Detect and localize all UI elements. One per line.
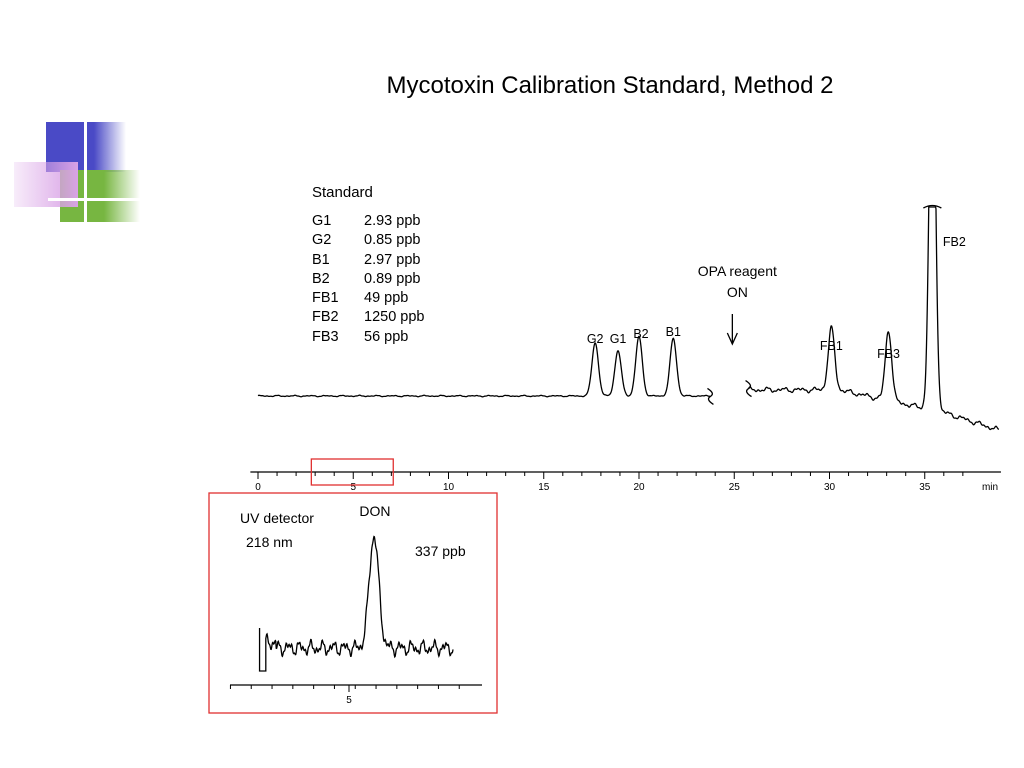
reagent-arrow-head xyxy=(726,332,738,346)
x-tick-label: 10 xyxy=(443,482,455,493)
detector-label-line2: 218 nm xyxy=(246,534,293,550)
standard-name: FB3 xyxy=(312,328,339,345)
standard-name: G2 xyxy=(312,232,332,249)
x-tick-label: 0 xyxy=(255,482,261,493)
don-inset-chromatogram: 5 UV detector 218 nm DON 337 ppb xyxy=(208,492,498,714)
peak-label: FB2 xyxy=(943,235,966,249)
x-tick-label: 20 xyxy=(633,482,645,493)
reagent-annotation-line1: OPA reagent xyxy=(698,263,777,279)
standard-row: B1 2.97 ppb xyxy=(312,251,424,270)
x-tick-label: 30 xyxy=(824,482,836,493)
inset-frame xyxy=(208,492,498,714)
peak-label: FB3 xyxy=(877,347,900,361)
standard-concentration: 49 ppb xyxy=(364,290,409,307)
standard-table: G1 2.93 ppb G2 0.85 ppb B1 2.97 ppb B2 0… xyxy=(312,212,424,347)
x-tick-label: 25 xyxy=(729,482,741,493)
peak-label: G1 xyxy=(610,332,627,346)
x-tick-label: 5 xyxy=(350,482,356,493)
standard-row: FB1 49 ppb xyxy=(312,289,424,308)
inset-peak-label: DON xyxy=(359,503,390,519)
decor-white-hline xyxy=(48,198,140,201)
x-tick-label: 15 xyxy=(538,482,550,493)
peak-label: B1 xyxy=(666,325,681,339)
axis-break-mark xyxy=(745,380,752,398)
clipped-peak-mark xyxy=(923,204,942,209)
standard-concentration: 0.85 ppb xyxy=(364,232,421,249)
standard-concentration: 2.97 ppb xyxy=(364,251,421,268)
standard-name: B2 xyxy=(312,270,330,287)
zoom-region-box xyxy=(310,458,394,486)
standard-row: G1 2.93 ppb xyxy=(312,212,424,231)
reagent-annotation-line2: ON xyxy=(727,284,748,300)
decor-white-vline xyxy=(84,122,87,222)
standard-heading: Standard xyxy=(312,184,373,201)
standard-name: B1 xyxy=(312,251,330,268)
standard-row: B2 0.89 ppb xyxy=(312,270,424,289)
peak-label: B2 xyxy=(633,327,648,341)
peak-label: G2 xyxy=(587,332,604,346)
x-tick-label: 35 xyxy=(919,482,931,493)
detector-label-line1: UV detector xyxy=(240,510,314,526)
standard-row: FB3 56 ppb xyxy=(312,328,424,347)
page-title: Mycotoxin Calibration Standard, Method 2 xyxy=(386,72,834,99)
axis-break-mark xyxy=(707,387,714,405)
standard-concentration: 1250 ppb xyxy=(364,309,425,326)
standard-row: G2 0.85 ppb xyxy=(312,231,424,250)
standard-row: FB2 1250 ppb xyxy=(312,308,424,327)
standard-concentration: 2.93 ppb xyxy=(364,213,421,229)
peak-label: FB1 xyxy=(820,339,843,353)
standard-concentration: 56 ppb xyxy=(364,328,409,345)
chromatogram-trace-segment xyxy=(257,335,711,398)
inset-chromatogram-trace xyxy=(258,535,454,672)
standard-name: G1 xyxy=(312,213,332,229)
standard-name: FB2 xyxy=(312,309,339,326)
standard-concentration: 0.89 ppb xyxy=(364,270,421,287)
standard-name: FB1 xyxy=(312,290,339,307)
main-chromatogram: 0 5 10 15 20 25 30 35 min G2 G1 B2 B1 FB1 FB3 FB2 OPA re… xyxy=(250,204,1001,493)
inset-concentration-label: 337 ppb xyxy=(415,543,466,559)
x-axis-label: min xyxy=(982,482,998,493)
inset-x-tick-label: 5 xyxy=(346,695,352,706)
chromatogram-trace-segment xyxy=(747,206,1000,431)
